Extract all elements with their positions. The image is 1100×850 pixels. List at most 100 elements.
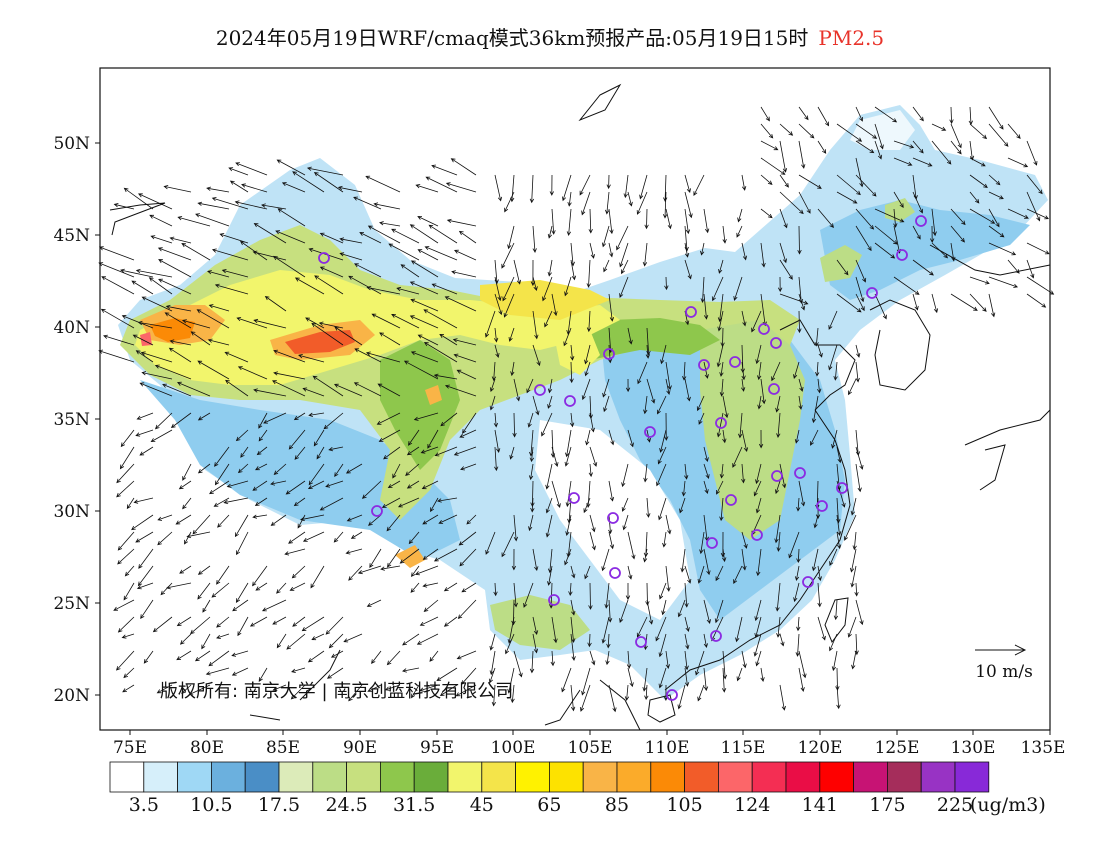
wind-vector: [567, 191, 572, 207]
wind-vector: [459, 548, 477, 567]
wind-vector: [988, 208, 1000, 228]
wind-vector: [305, 317, 325, 329]
wind-vector: [239, 240, 268, 261]
wind-vector: [328, 446, 344, 452]
wind-vector: [312, 375, 344, 397]
wind-vector: [137, 193, 173, 210]
wind-vector: [207, 338, 230, 346]
lon-label: 120E: [798, 738, 843, 758]
wind-vector: [135, 429, 154, 437]
wind-vector: [510, 361, 515, 377]
wind-vector: [523, 582, 534, 608]
wind-vector: [410, 582, 420, 593]
wind-vector: [950, 208, 966, 226]
station-marker: [794, 467, 806, 479]
wind-vector: [622, 514, 629, 531]
wind-vector: [216, 633, 230, 639]
wind-vector: [276, 633, 287, 649]
wind-vector: [831, 650, 838, 672]
wind-vector: [931, 140, 952, 165]
station-marker: [564, 395, 576, 407]
wind-vector: [549, 174, 554, 196]
wind-vector: [301, 616, 325, 632]
wind-vector: [197, 463, 211, 474]
wind-vector: [569, 412, 575, 428]
wind-vector: [570, 616, 576, 643]
wind-vector: [836, 497, 841, 524]
wind-vector: [281, 182, 306, 193]
wind-vector: [608, 684, 617, 713]
wind-vector: [136, 412, 154, 420]
map-title: 2024年05月19日WRF/cmaq模式36km预报产品:05月19日15时 P…: [0, 22, 1100, 51]
wind-vector: [285, 480, 306, 495]
wind-vector: [798, 191, 811, 214]
wind-vector: [584, 361, 591, 377]
wind-vector: [181, 684, 192, 694]
wind-vector: [399, 548, 420, 564]
wind-vector: [811, 548, 819, 572]
wind-vector: [194, 650, 211, 662]
wind-vector: [291, 565, 306, 579]
wind-vector: [1026, 208, 1049, 220]
wind-vector: [589, 514, 596, 533]
wind-vector: [237, 616, 249, 637]
wind-vector: [273, 371, 306, 380]
wind-vector: [627, 565, 633, 580]
wind-vector: [625, 378, 631, 393]
wind-vector: [855, 106, 863, 122]
wind-vector: [608, 208, 614, 235]
wind-vector: [969, 123, 988, 140]
colorbar-label: 17.5: [258, 794, 300, 816]
wind-vector: [718, 259, 724, 274]
wind-vector: [760, 157, 786, 175]
colorbar-swatch: [481, 761, 516, 793]
wind-vector: [529, 650, 535, 674]
wind-vector: [378, 429, 401, 442]
wind-vector: [988, 293, 996, 318]
wind-vector: [698, 412, 705, 425]
wind-vector: [452, 338, 477, 346]
wind-vector: [855, 463, 862, 493]
wind-vector: [570, 259, 577, 281]
wind-vector: [703, 633, 708, 648]
wind-vector: [677, 684, 686, 710]
wind-vector: [619, 599, 629, 624]
wind-vector: [211, 248, 249, 261]
wind-vector: [751, 310, 762, 333]
wind-vector: [115, 650, 135, 671]
wind-vector: [754, 616, 762, 638]
wind-vector: [912, 225, 921, 240]
wind-vector: [760, 123, 774, 139]
wind-vector: [261, 599, 287, 612]
wind-vector: [213, 497, 230, 507]
wind-vector: [570, 599, 576, 616]
wind-vector: [276, 582, 287, 594]
wind-vector: [849, 548, 857, 573]
wind-vector: [433, 548, 458, 562]
wind-vector: [969, 140, 975, 161]
wind-vector: [779, 208, 788, 229]
wind-vector: [443, 616, 458, 627]
wind-vector: [621, 259, 629, 275]
wind-vector: [122, 684, 135, 693]
wind-vector: [529, 446, 535, 463]
wind-vector: [485, 310, 496, 338]
wind-vector: [601, 548, 610, 572]
wind-vector: [196, 309, 230, 329]
wind-vector: [950, 293, 978, 311]
wind-vector: [608, 514, 613, 535]
wind-vector: [893, 157, 913, 166]
wind-vector: [384, 684, 401, 691]
coastlines: [109, 83, 1051, 731]
wind-vector: [836, 191, 858, 204]
wind-vector: [439, 684, 458, 696]
lon-label: 125E: [875, 738, 920, 758]
colorbar-swatch: [413, 761, 449, 793]
wind-vector: [293, 497, 306, 507]
wind-vector: [817, 616, 826, 641]
wind-vector: [319, 266, 344, 278]
wind-vector: [760, 140, 779, 151]
yellow-band-tarim: [135, 270, 620, 385]
wind-vector: [736, 225, 743, 238]
station-marker: [751, 529, 763, 541]
